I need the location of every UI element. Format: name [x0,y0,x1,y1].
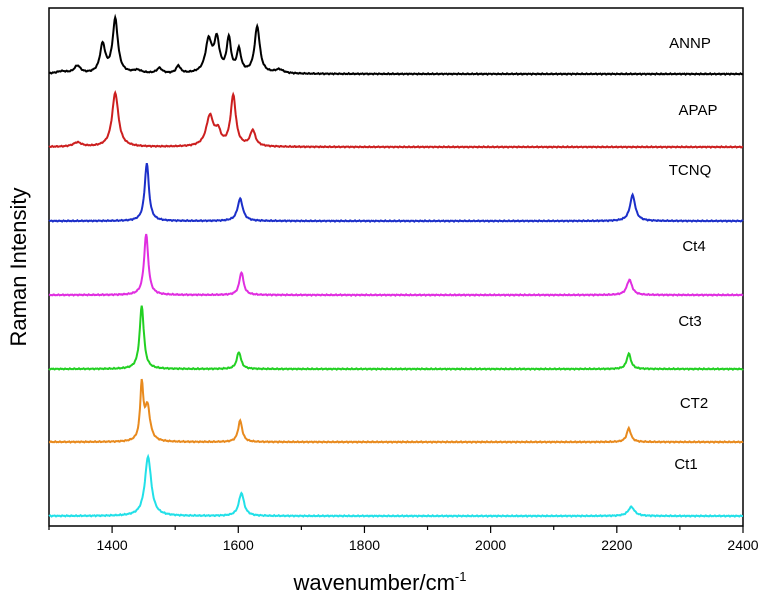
series-label-ct4: Ct4 [682,238,705,255]
series-group [48,13,744,518]
series-label-annp: ANNP [669,35,711,52]
plot-frame [48,7,744,527]
series-line-annp [48,13,744,76]
series-line-ct2 [48,378,744,444]
series-label-ct1: Ct1 [674,456,697,473]
series-line-ct4 [48,233,744,297]
series-line-ct3 [48,305,744,371]
series-label-tcnq: TCNQ [669,162,712,179]
x-axis-title-superscript: -1 [455,569,467,584]
series-line-apap [48,89,744,149]
x-tick-label: 1800 [349,537,380,553]
series-label-apap: APAP [679,102,718,119]
series-label-ct2: CT2 [680,395,708,412]
x-tick-label: 1600 [223,537,254,553]
x-tick-label: 1400 [97,537,128,553]
series-label-ct3: Ct3 [678,313,701,330]
x-axis-title: wavenumber/cm-1 [293,569,467,595]
x-tick-label: 2000 [475,537,506,553]
series-line-ct1 [48,453,743,518]
x-tick-label: 2400 [727,537,758,553]
y-axis-title: Raman Intensity [6,188,31,347]
series-label-group: ANNP APAP TCNQ Ct4 Ct3 CT2 Ct1 [669,35,718,473]
x-axis-ticks: 1400 1600 1800 2000 2200 2400 [48,526,759,553]
series-line-tcnq [48,162,744,223]
x-tick-label: 2200 [601,537,632,553]
x-axis-title-main: wavenumber/cm [293,570,455,595]
